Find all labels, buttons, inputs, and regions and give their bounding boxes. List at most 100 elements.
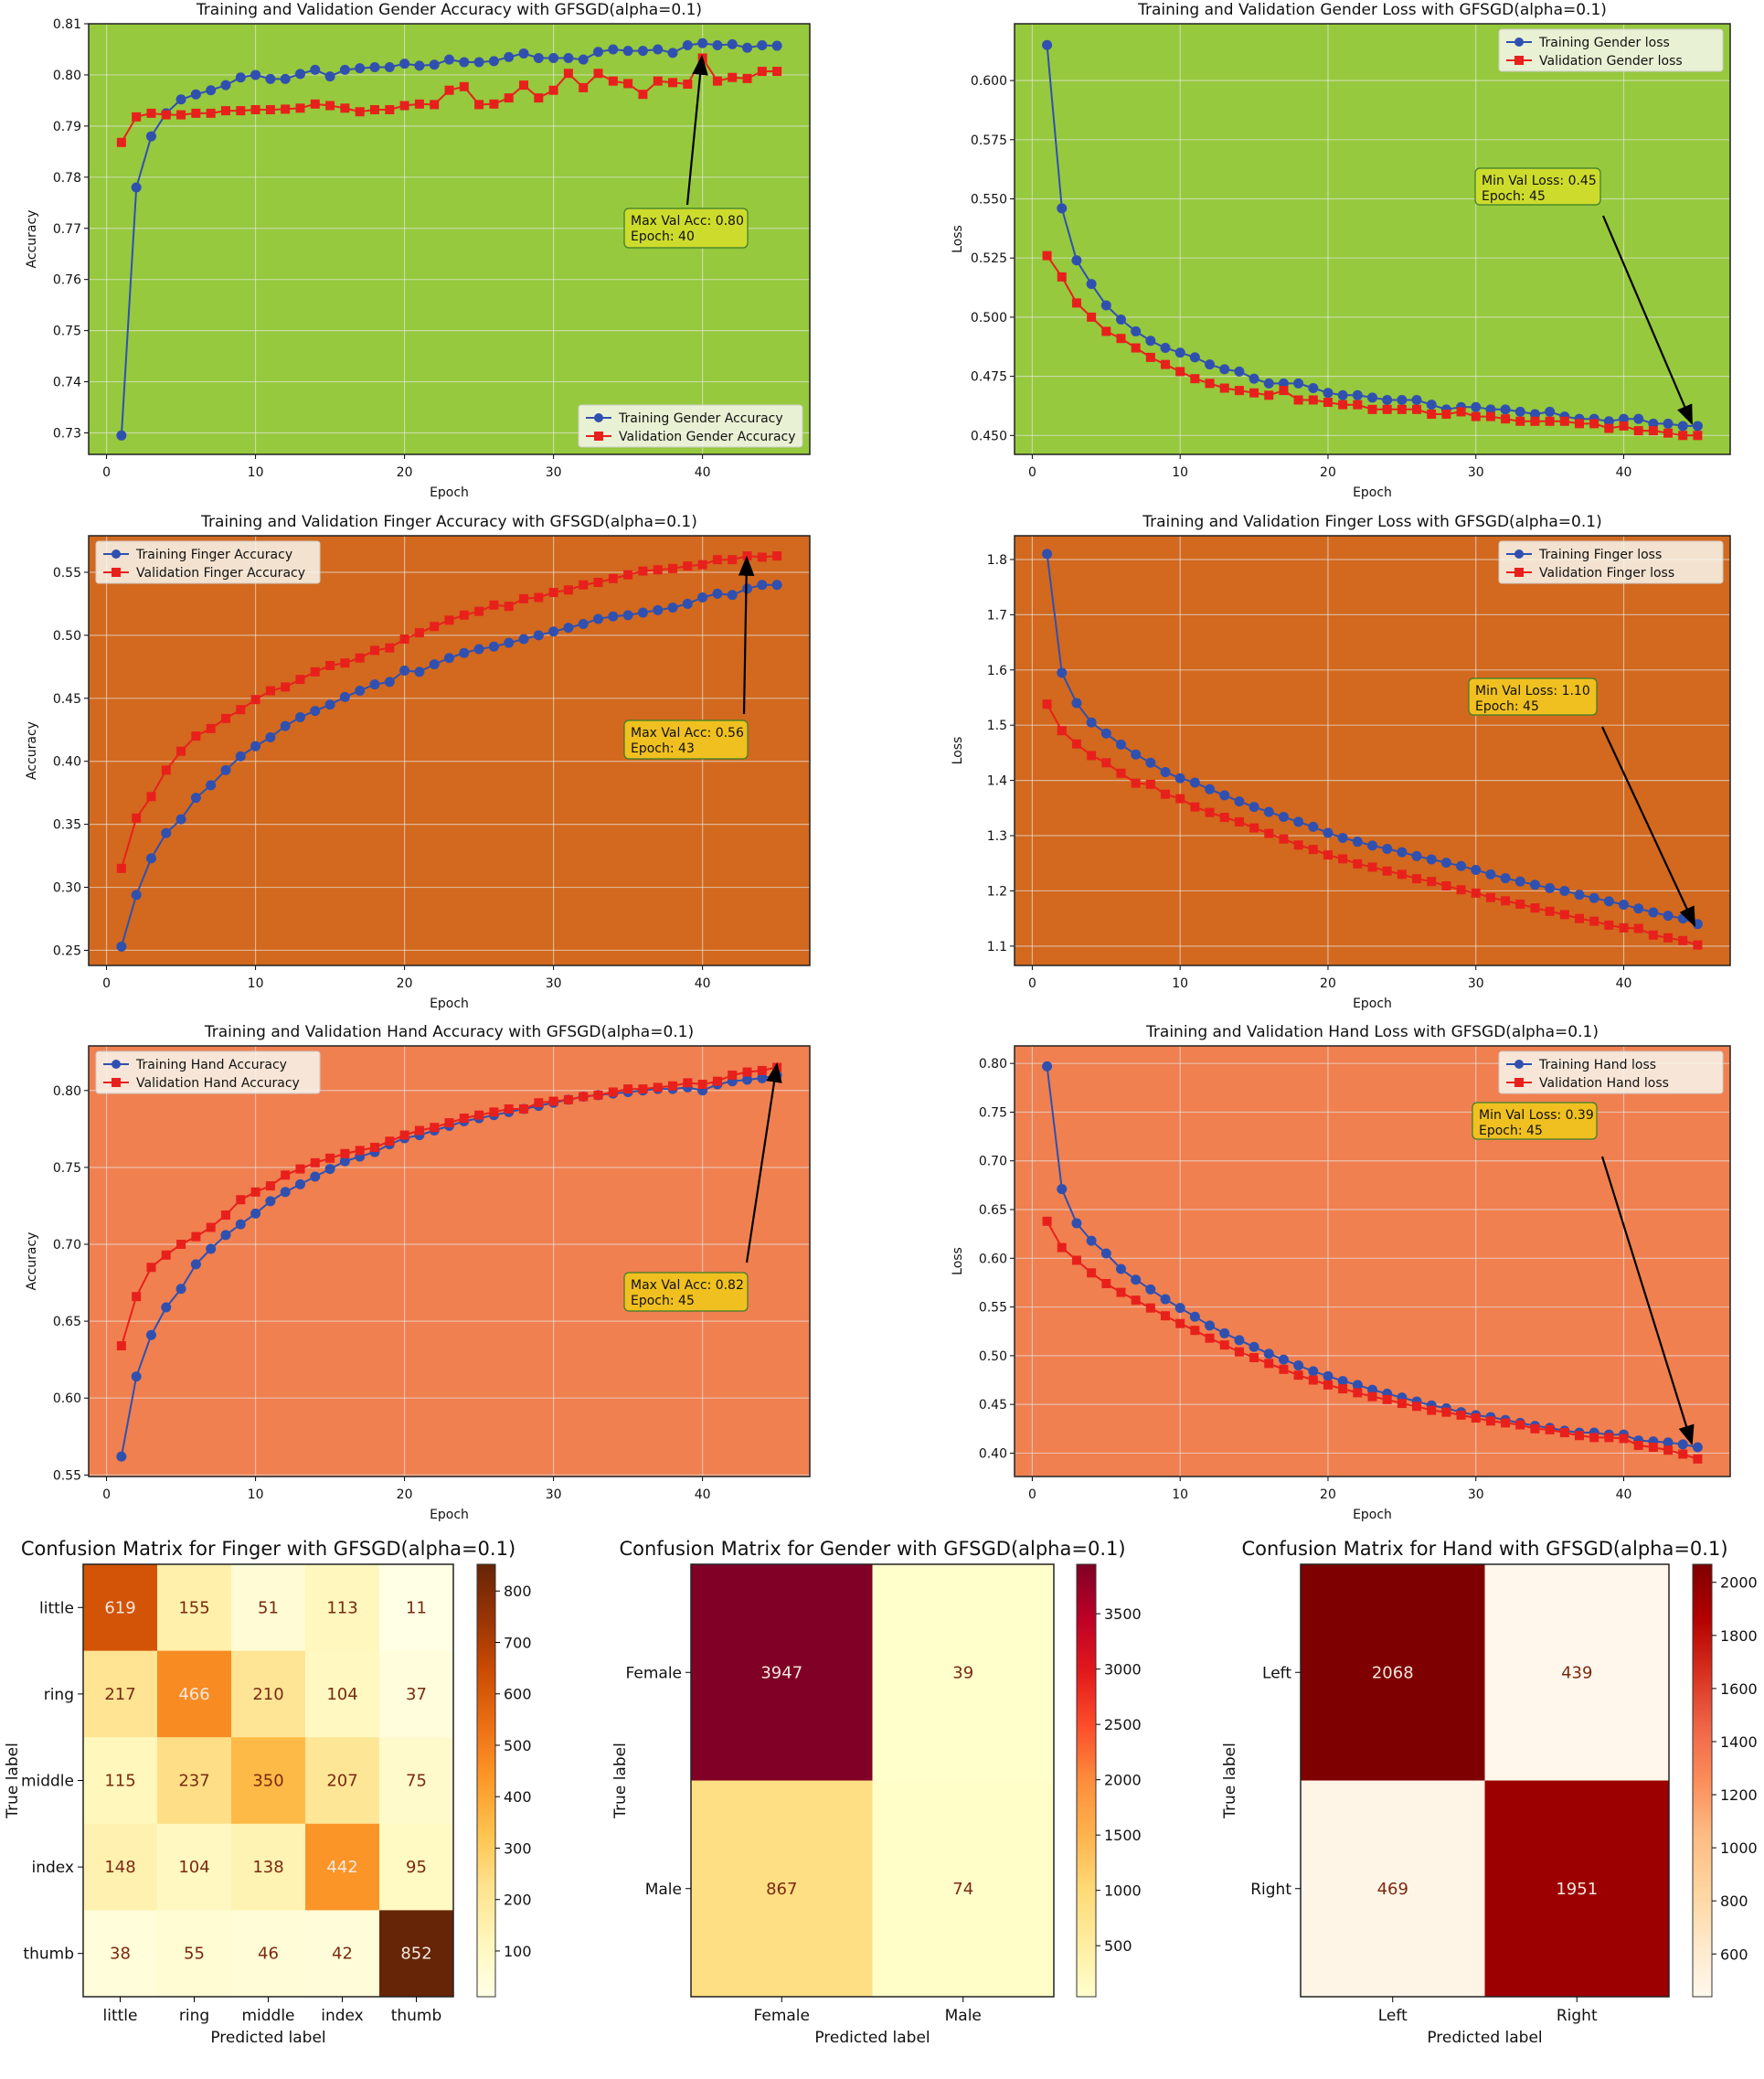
validation-point [1559,1428,1569,1438]
plot-frame [88,23,811,455]
validation-point [712,76,722,86]
training-point [548,626,559,637]
validation-point [534,1098,544,1108]
training-point [488,641,499,652]
y-tick-label: Right [1250,1881,1291,1899]
training-point [1131,1274,1142,1285]
validation-point [369,1143,379,1153]
y-tick-label: 0.79 [53,120,81,134]
validation-point [1338,1384,1348,1394]
training-point [548,52,559,63]
validation-point [430,1123,440,1133]
x-tick-label: 20 [397,1487,413,1502]
colorbar-tick-label: 600 [1720,1946,1748,1963]
training-point [1367,840,1377,851]
training-point [294,1178,305,1189]
training-point [608,44,619,55]
colorbar-tick-label: 600 [504,1686,532,1703]
validation-point [250,1187,260,1197]
validation-point [1205,1333,1215,1343]
validation-point [1308,1375,1318,1385]
validation-point [325,101,335,111]
colorbar-tick-label: 2000 [1720,1574,1758,1592]
validation-point [295,1164,305,1174]
plot-background [89,1046,810,1477]
validation-point [265,686,275,696]
chart-hand-loss: 0 10 20 30 40 0.40 0.45 0.50 0.55 0.60 0.65 0.70 0.7… [951,1023,1731,1522]
y-tick-label: 0.60 [53,1391,81,1406]
training-point [1086,279,1097,290]
x-tick-label: 20 [397,976,413,991]
cell-value: 469 [1377,1880,1408,1899]
validation-point [340,103,350,113]
colorbar-tick-label: 1600 [1720,1680,1758,1698]
legend-marker-circle [594,413,603,422]
validation-point [1397,869,1407,880]
annotation-text: Epoch: 45 [631,1294,695,1308]
y-tick-label: middle [21,1773,74,1791]
validation-point [1293,395,1303,405]
validation-point [1515,1420,1525,1430]
legend-label: Training Finger Accuracy [135,548,292,562]
validation-point [1042,251,1052,261]
y-tick-label: 0.40 [53,755,81,770]
training-point [220,1230,231,1241]
plot-frame [1014,535,1731,966]
validation-point [683,80,693,90]
matrix-cell [231,1910,306,1998]
validation-point [146,108,156,118]
annotation-arrow [685,54,708,206]
y-tick-label: 0.55 [53,1468,81,1483]
x-tick-label: 30 [546,465,562,480]
matrix-cell [83,1564,158,1652]
validation-point [1633,426,1643,436]
legend-marker-circle [112,549,121,559]
training-point [1426,400,1437,410]
validation-point [161,110,171,120]
x-tick-label: 20 [1320,1487,1336,1502]
training-point [1500,873,1511,884]
confusion-matrix-hand: 2068 439 469 1951 Left Left Right Right Confusio… [1221,1538,1758,2047]
training-point [339,691,350,702]
y-tick-label: 0.55 [53,566,81,581]
y-tick-label: 0.55 [979,1301,1007,1316]
matrix-cell [231,1823,306,1911]
validation-point [579,82,589,92]
y-tick-label: 0.25 [53,944,81,958]
training-point [1293,1360,1304,1371]
matrix-cell [379,1564,454,1652]
validation-point [474,1110,484,1120]
y-tick-label: Male [645,1881,682,1899]
validation-point [1175,794,1185,804]
plot-frame [88,1045,811,1477]
training-point [384,62,395,73]
training-point [235,1219,246,1230]
x-tick-label: 0 [102,465,111,480]
validation-point [728,72,738,82]
y-tick-label: 0.525 [971,251,1007,266]
matrix-title: Confusion Matrix for Hand with GFSGD(alp… [1241,1538,1727,1560]
y-tick-label: 0.73 [53,427,81,442]
training-point [429,59,440,70]
training-point [250,1208,261,1219]
training-point [533,630,544,641]
x-tick-label: 0 [102,1487,111,1502]
cell-value: 2068 [1372,1663,1414,1682]
matrix-cell [872,1780,1055,1998]
training-point [220,80,231,91]
training-point [518,48,529,59]
training-point [1219,364,1230,375]
validation-point [399,101,409,111]
training-point [578,618,589,629]
matrix-cell [379,1823,454,1911]
y-tick-label: 0.81 [53,17,81,32]
matrix-cell [305,1650,380,1738]
training-point [1559,885,1570,896]
validation-point [1057,1242,1067,1253]
training-point [175,1284,186,1295]
training-point [1131,325,1142,336]
validation-point [1604,1433,1614,1443]
y-tick-label: 0.60 [979,1252,1007,1266]
chart-title: Training and Validation Finger Loss with… [1142,513,1601,531]
